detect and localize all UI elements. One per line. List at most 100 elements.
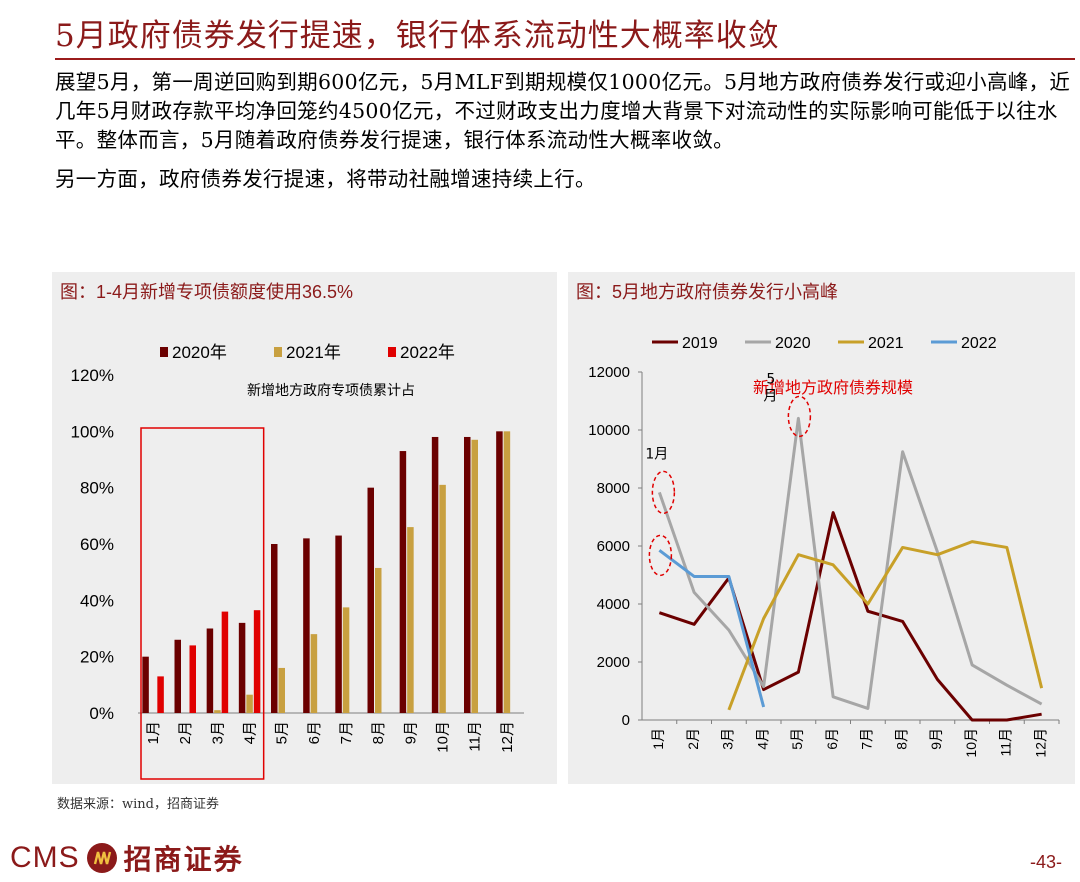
y-tick-label: 100% [71,422,114,441]
x-tick-label: 2月 [177,721,194,744]
x-tick-label: 8月 [370,721,387,744]
bar-1-6 [342,607,350,713]
logo-cn-text: 招商证券 [123,843,244,876]
callout-ellipse-jan-2020 [651,470,676,515]
bar-2-2 [221,611,229,713]
bar-0-9 [431,436,439,713]
x-tick-label: 9月 [402,721,419,744]
bar-1-2 [214,710,221,713]
x-tick-label: 6月 [824,728,840,750]
x-tick-label: 1月 [650,728,666,750]
line-chart-title: 图：5月地方政府债券发行小高峰 [576,282,839,302]
bar-1-7 [375,567,382,713]
legend-label-1: 2021年 [286,343,341,362]
y-tick-label: 60% [80,535,114,554]
logo-text: CMS [10,841,80,874]
x-tick-label: 3月 [209,721,226,744]
bar-1-8 [407,527,414,713]
x-tick-label: 12月 [1032,728,1048,758]
x-tick-label: 4月 [754,728,770,750]
y-tick-label: 12000 [588,364,630,381]
x-tick-label: 12月 [499,721,516,753]
chart-annotation: 新增地方政府专项债累计占 [247,383,415,399]
title-divider [55,58,1075,60]
bar-1-10 [471,439,478,713]
body-text: 展望5月，第一周逆回购到期600亿元，5月MLF到期规模仅1000亿元。5月地方… [55,68,1080,194]
y-tick-label: 120% [71,366,114,385]
bar-0-11 [496,431,503,713]
x-tick-label: 1月 [145,721,162,744]
bar-0-2 [206,628,214,713]
bar-chart-panel: 图：1-4月新增专项债额度使用36.5% 2020年 2021年 2022年 新增地方… [52,272,557,784]
chart-annotation: 新增地方政府债券规模 [753,378,913,397]
callout-ellipse-may [787,395,812,438]
y-tick-label: 4000 [597,596,630,613]
bar-1-9 [439,484,446,713]
legend-swatch-2 [388,347,396,357]
x-tick-label: 5月 [789,728,805,750]
y-tick-label: 40% [80,591,114,610]
y-tick-label: 20% [80,648,114,667]
bar-0-10 [464,436,471,713]
x-tick-label: 10月 [435,721,452,753]
y-tick-label: 0% [89,704,114,723]
paragraph-2: 另一方面，政府债券发行提速，将带动社融增速持续上行。 [55,167,596,191]
bar-1-3 [246,694,253,713]
x-tick-label: 4月 [242,721,259,744]
page-number: -43- [1029,852,1062,872]
callout-label-jan: 1月 [645,446,668,462]
x-tick-label: 3月 [720,728,736,750]
bar-2-1 [189,645,196,713]
logo-emblem-icon [86,843,117,873]
x-tick-label: 7月 [338,721,355,744]
x-tick-label: 7月 [859,728,875,750]
x-tick-label: 6月 [306,721,323,744]
legend-swatch-0 [160,347,168,357]
x-tick-label: 11月 [467,721,484,752]
paragraph-1: 展望5月，第一周逆回购到期600亿元，5月MLF到期规模仅1000亿元。5月地方… [55,70,1071,152]
x-tick-label: 10月 [963,728,979,758]
x-tick-label: 9月 [928,728,944,750]
callout-label-may-line: 5 [766,371,775,387]
y-tick-label: 0 [622,712,630,729]
series-line-2019 [658,511,1042,722]
callout-label-may-line: 月 [763,388,777,404]
legend-label-2: 2021 [868,335,904,352]
bar-0-5 [303,538,310,713]
series-line-2022 [658,549,766,708]
page-title: 5月政府债券发行提速，银行体系流动性大概率收敛 [55,18,780,54]
bar-0-8 [399,451,407,713]
y-tick-label: 80% [80,479,114,498]
x-tick-label: 5月 [274,721,291,744]
y-tick-label: 2000 [597,654,630,671]
bar-0-6 [335,535,342,713]
bar-0-4 [271,544,278,713]
bar-0-7 [367,487,374,713]
legend-swatch-1 [274,347,282,357]
bar-0-3 [238,622,246,713]
legend-label-2: 2022年 [400,343,455,362]
y-tick-label: 8000 [597,480,630,497]
x-tick-label: 2月 [685,728,701,750]
bar-2-0 [157,676,164,713]
bar-0-0 [142,656,149,713]
highlight-box [140,427,265,780]
bar-1-11 [503,431,511,713]
line-chart-panel: 图：5月地方政府债券发行小高峰 2019 2020 2021 2022 新增地方政府债券… [568,272,1075,784]
bar-1-4 [278,667,285,713]
bar-1-5 [310,634,318,713]
callout-ellipse-jan-2022 [648,534,673,577]
legend-label-0: 2019 [682,335,718,352]
bar-0-1 [174,639,181,713]
legend-label-1: 2020 [775,335,811,352]
bar-2-3 [253,610,261,713]
x-tick-label: 11月 [998,728,1014,757]
line-chart: 2019 2020 2021 2022 新增地方政府债券规模 0 2000 4000 6000 8… [588,335,1060,758]
x-tick-label: 8月 [893,728,909,750]
source-note: 数据来源：wind，招商证券 [57,797,219,812]
series-line-2020 [657,416,1043,710]
legend-label-3: 2022 [961,335,997,352]
series-line-2021 [727,540,1044,711]
